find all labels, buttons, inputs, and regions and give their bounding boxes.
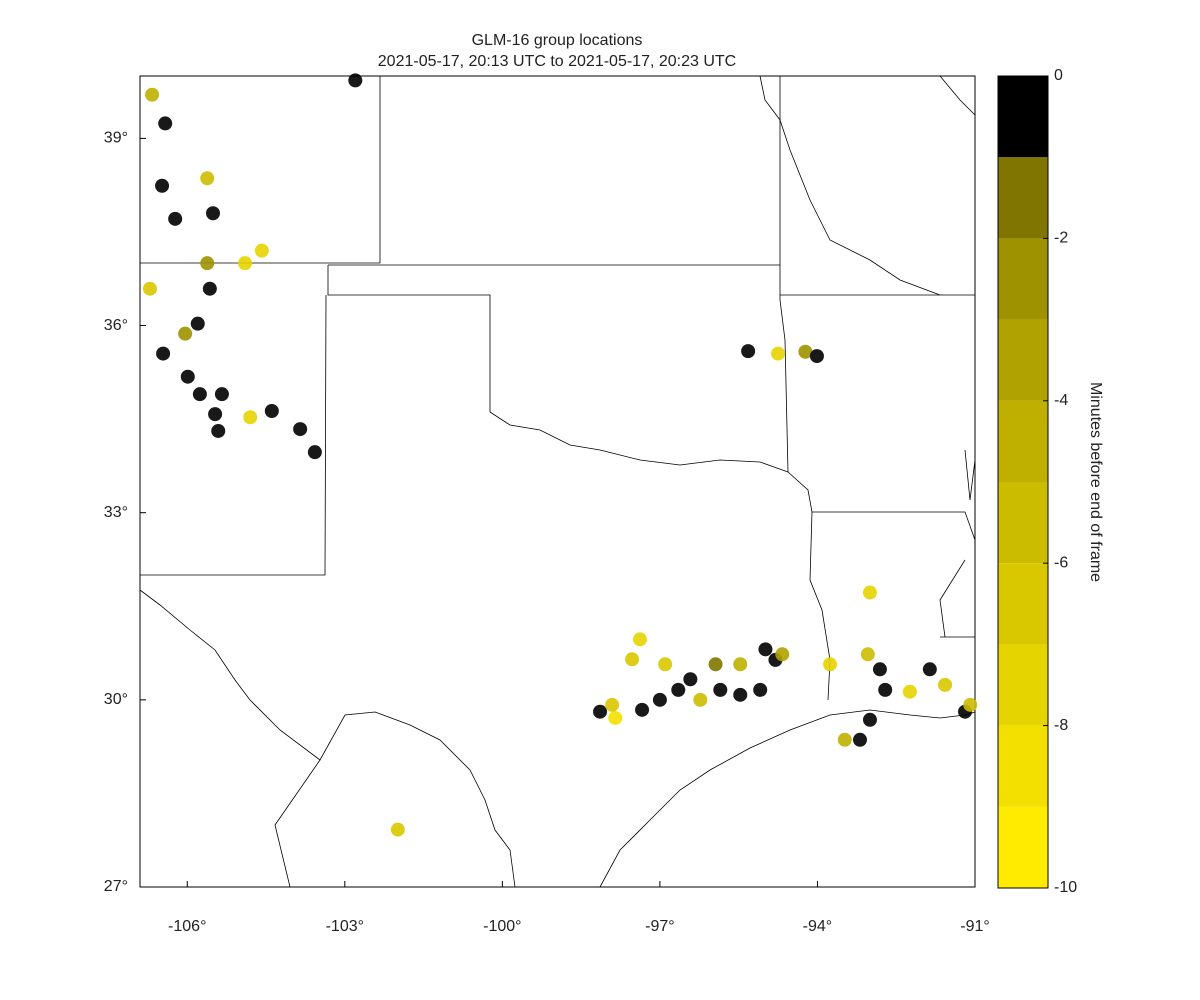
lightning-group bbox=[671, 682, 686, 697]
lightning-group bbox=[168, 211, 183, 226]
lightning-group bbox=[238, 256, 253, 271]
lightning-group bbox=[878, 682, 893, 697]
lightning-group bbox=[963, 697, 978, 712]
colorbar-band bbox=[998, 725, 1048, 807]
lightning-group bbox=[608, 710, 623, 725]
x-tick-label: -106° bbox=[168, 918, 206, 935]
lightning-group bbox=[142, 281, 157, 296]
lightning-group bbox=[243, 410, 258, 425]
lightning-group bbox=[145, 87, 160, 102]
colorbar-band bbox=[998, 238, 1048, 320]
lightning-group bbox=[713, 682, 728, 697]
state-borders bbox=[139, 75, 976, 888]
colorbar-frame bbox=[997, 75, 1049, 889]
lightning-group bbox=[938, 677, 953, 692]
lightning-group bbox=[823, 657, 838, 672]
lightning-group bbox=[658, 657, 673, 672]
lightning-group bbox=[758, 642, 773, 657]
x-tick-label: -100° bbox=[483, 918, 521, 935]
lightning-group bbox=[190, 316, 205, 331]
colorbar-band bbox=[998, 482, 1048, 564]
lightning-group bbox=[593, 704, 608, 719]
lightning-group bbox=[635, 702, 650, 717]
lightning-group bbox=[211, 423, 226, 438]
colorbar-band bbox=[998, 76, 1048, 158]
lightning-group bbox=[155, 178, 170, 193]
lightning-group bbox=[254, 243, 269, 258]
lightning-group bbox=[200, 171, 215, 186]
lightning-group bbox=[708, 657, 723, 672]
lightning-group bbox=[293, 422, 308, 437]
lightning-group bbox=[741, 344, 756, 359]
lightning-group bbox=[837, 732, 852, 747]
colorbar-band bbox=[998, 563, 1048, 645]
lightning-group bbox=[192, 387, 207, 402]
title: GLM-16 group locations bbox=[472, 32, 643, 49]
lightning-group bbox=[862, 712, 877, 727]
lightning-group bbox=[156, 346, 171, 361]
colorbar-tick-label: -2 bbox=[1054, 230, 1068, 247]
lightning-group bbox=[180, 369, 195, 384]
lightning-group bbox=[178, 326, 193, 341]
colorbar-tick-label: 0 bbox=[1054, 67, 1063, 84]
colorbar-tick-label: -6 bbox=[1054, 554, 1068, 571]
y-tick-label: 30° bbox=[104, 691, 128, 708]
subtitle: 2021-05-17, 20:13 UTC to 2021-05-17, 20:… bbox=[378, 53, 736, 70]
x-tick-label: -94° bbox=[803, 918, 833, 935]
lightning-group bbox=[200, 256, 215, 271]
lightning-group bbox=[683, 672, 698, 687]
lightning-group bbox=[852, 732, 867, 747]
lightning-group bbox=[902, 684, 917, 699]
lightning-group bbox=[605, 697, 620, 712]
lightning-group bbox=[390, 822, 405, 837]
lightning-group bbox=[693, 692, 708, 707]
colorbar-tick-label: -10 bbox=[1054, 879, 1077, 896]
lightning-group bbox=[158, 116, 173, 131]
lightning-group bbox=[798, 344, 813, 359]
colorbar-band bbox=[998, 806, 1048, 888]
lightning-group bbox=[625, 652, 640, 667]
lightning-group bbox=[733, 687, 748, 702]
colorbar-tick-label: -8 bbox=[1054, 717, 1068, 734]
lightning-group bbox=[632, 632, 647, 647]
x-tick-label: -103° bbox=[326, 918, 364, 935]
lightning-group bbox=[348, 73, 363, 88]
colorbar-band bbox=[998, 319, 1048, 401]
lightning-group bbox=[922, 662, 937, 677]
lightning-group bbox=[205, 206, 220, 221]
colorbar-tick-label: -4 bbox=[1054, 392, 1068, 409]
lightning-group bbox=[771, 346, 786, 361]
lightning-group bbox=[307, 445, 322, 460]
lightning-group bbox=[862, 585, 877, 600]
colorbar-band bbox=[998, 644, 1048, 726]
lightning-group bbox=[208, 407, 223, 422]
lightning-group bbox=[809, 349, 824, 364]
lightning-group bbox=[264, 404, 279, 419]
colorbar-band bbox=[998, 400, 1048, 482]
x-tick-label: -91° bbox=[960, 918, 990, 935]
y-tick-label: 33° bbox=[104, 504, 128, 521]
lightning-group bbox=[753, 682, 768, 697]
lightning-group bbox=[733, 657, 748, 672]
y-tick-label: 39° bbox=[104, 130, 128, 147]
x-tick-label: -97° bbox=[645, 918, 675, 935]
lightning-group bbox=[652, 692, 667, 707]
plot-frame bbox=[139, 75, 976, 888]
colorbar-label: Minutes before end of frame bbox=[1087, 382, 1104, 582]
y-tick-label: 36° bbox=[104, 317, 128, 334]
lightning-group bbox=[775, 647, 790, 662]
lightning-group bbox=[214, 387, 229, 402]
lightning-group bbox=[872, 662, 887, 677]
lightning-group bbox=[202, 281, 217, 296]
lightning-group bbox=[860, 647, 875, 662]
colorbar-band bbox=[998, 157, 1048, 239]
y-tick-label: 27° bbox=[104, 878, 128, 895]
